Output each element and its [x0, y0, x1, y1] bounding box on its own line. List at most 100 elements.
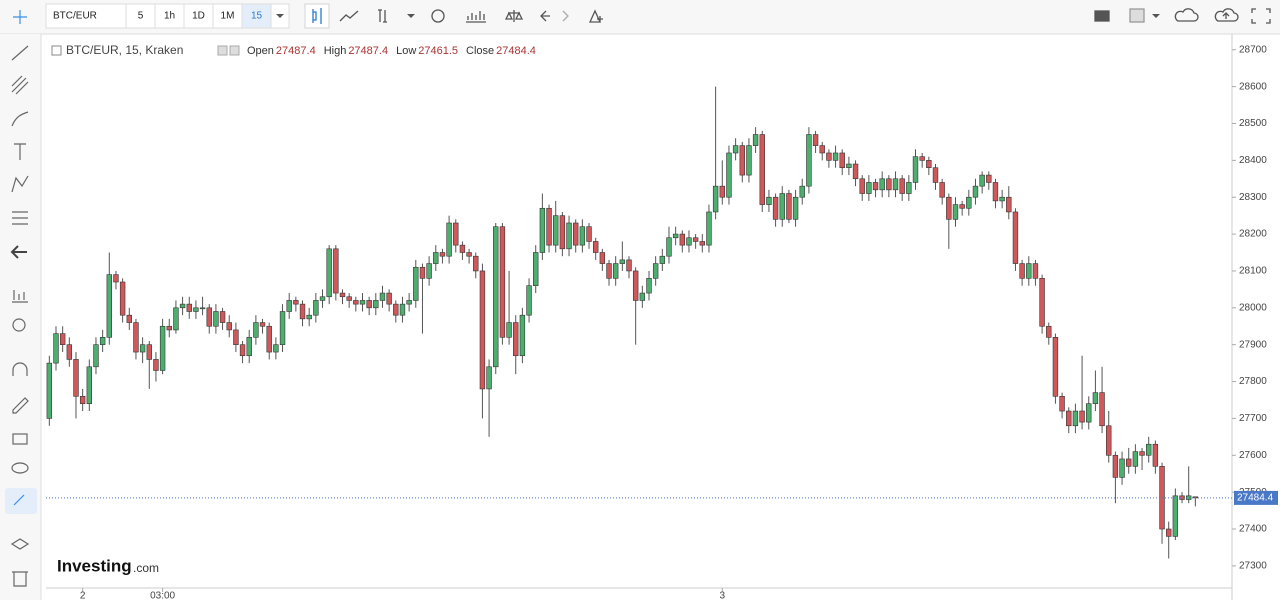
candle-body	[692, 237, 699, 242]
candle-body	[592, 241, 599, 253]
candle-body	[386, 292, 392, 305]
candle-body	[313, 300, 319, 316]
zoom-icon[interactable]	[12, 290, 28, 303]
candle-body	[426, 263, 432, 279]
candle-body	[106, 274, 112, 338]
settings-icon[interactable]	[431, 9, 445, 23]
candle-body	[1106, 425, 1112, 456]
magnify-icon[interactable]	[12, 318, 26, 332]
interval-label[interactable]: 1h	[164, 11, 175, 22]
pattern-icon[interactable]	[11, 175, 29, 193]
candle-body	[146, 344, 152, 360]
candle-body	[619, 259, 626, 264]
interval-label[interactable]: 1M	[221, 11, 235, 22]
candle-type-button[interactable]	[304, 3, 330, 29]
candle-body	[193, 307, 199, 312]
candle-body	[859, 178, 865, 194]
indicator-icon[interactable]	[339, 10, 359, 22]
layers-icon[interactable]	[10, 538, 30, 550]
crosshair-icon[interactable]	[13, 10, 27, 24]
legend: Open 27487.4 High 27487.4 Low 27461.5 Close 274…	[217, 45, 536, 57]
candle-body	[992, 182, 999, 202]
undo-icon[interactable]	[540, 10, 550, 22]
candle-body	[159, 325, 166, 371]
price-tag-label: 27484.4	[1237, 493, 1274, 504]
candle-body	[346, 296, 352, 301]
candle-body	[1099, 392, 1105, 427]
interval-button[interactable]	[154, 3, 185, 29]
magnet-icon[interactable]	[12, 362, 28, 376]
balance-icon[interactable]	[504, 10, 524, 22]
measure-icon[interactable]	[12, 211, 28, 225]
interval-button[interactable]	[212, 3, 243, 29]
x-tick-label: 2	[80, 591, 86, 600]
lock-icon[interactable]	[12, 433, 28, 445]
symbol-box[interactable]	[45, 3, 127, 29]
candle-body	[46, 362, 53, 419]
candle-body	[506, 322, 512, 338]
candle-body	[533, 252, 539, 286]
left-toolbar	[0, 34, 41, 600]
candle-body	[253, 322, 259, 338]
candle-body	[453, 222, 459, 246]
candle-body	[353, 300, 359, 305]
candle-body	[153, 359, 159, 371]
candle-body	[86, 366, 93, 404]
candle-body	[1185, 495, 1192, 500]
candle-body	[766, 196, 772, 205]
candle-body	[1119, 458, 1125, 478]
eye-icon[interactable]	[11, 462, 29, 474]
dropdown-icon[interactable]	[407, 14, 415, 18]
candle-body	[1152, 443, 1159, 467]
candle-body	[906, 182, 912, 194]
candle-body	[179, 303, 186, 309]
link-icon[interactable]	[13, 494, 25, 506]
candle-body	[139, 344, 146, 353]
candle-body	[786, 193, 792, 220]
candle-body	[1046, 325, 1052, 338]
color-icon[interactable]	[1129, 8, 1145, 23]
interval-button[interactable]	[241, 3, 272, 29]
candle-body	[239, 344, 246, 357]
candle-body	[806, 134, 812, 187]
legend-value: 27484.4	[496, 45, 536, 57]
interval-button[interactable]	[125, 3, 156, 29]
candle-body	[1146, 443, 1152, 456]
candle-body	[626, 259, 632, 272]
candle-body	[1019, 263, 1025, 279]
trash-icon[interactable]	[12, 571, 28, 587]
dropdown-icon[interactable]	[1152, 14, 1160, 18]
lock-draw-icon[interactable]	[12, 397, 29, 414]
candle-body	[366, 300, 372, 309]
candle-body	[832, 152, 839, 161]
candle-body	[952, 204, 959, 220]
interval-button[interactable]	[183, 3, 214, 29]
fib-icon[interactable]	[11, 75, 29, 95]
fullscreen-icon[interactable]	[1251, 8, 1271, 24]
brush-icon[interactable]	[11, 111, 29, 127]
back-icon[interactable]	[10, 245, 27, 259]
trendline-icon[interactable]	[11, 45, 29, 61]
compare-icon[interactable]	[378, 9, 387, 23]
y-tick-label: 28000	[1239, 302, 1267, 313]
upload-icon[interactable]	[1214, 8, 1239, 22]
studies-icon[interactable]	[466, 11, 486, 23]
redo-icon[interactable]	[562, 10, 569, 22]
candle-body	[246, 337, 252, 357]
text-icon[interactable]	[14, 143, 26, 160]
cloud-icon[interactable]	[1174, 8, 1199, 22]
candle-body	[59, 333, 66, 345]
candle-body	[872, 182, 879, 191]
candle-body	[213, 311, 219, 327]
dropdown-icon[interactable]	[276, 14, 284, 18]
alert-icon[interactable]	[588, 9, 603, 23]
camera-icon[interactable]	[1094, 10, 1110, 22]
legend-value: 27461.5	[418, 45, 458, 57]
interval-label[interactable]: 15	[251, 11, 263, 22]
legend-icon	[229, 45, 240, 56]
candle-body	[1032, 263, 1039, 279]
logo-suffix: .com	[133, 561, 159, 575]
interval-label[interactable]: 5	[138, 11, 144, 22]
collapse-icon[interactable]	[51, 45, 62, 56]
interval-label[interactable]: 1D	[192, 11, 205, 22]
